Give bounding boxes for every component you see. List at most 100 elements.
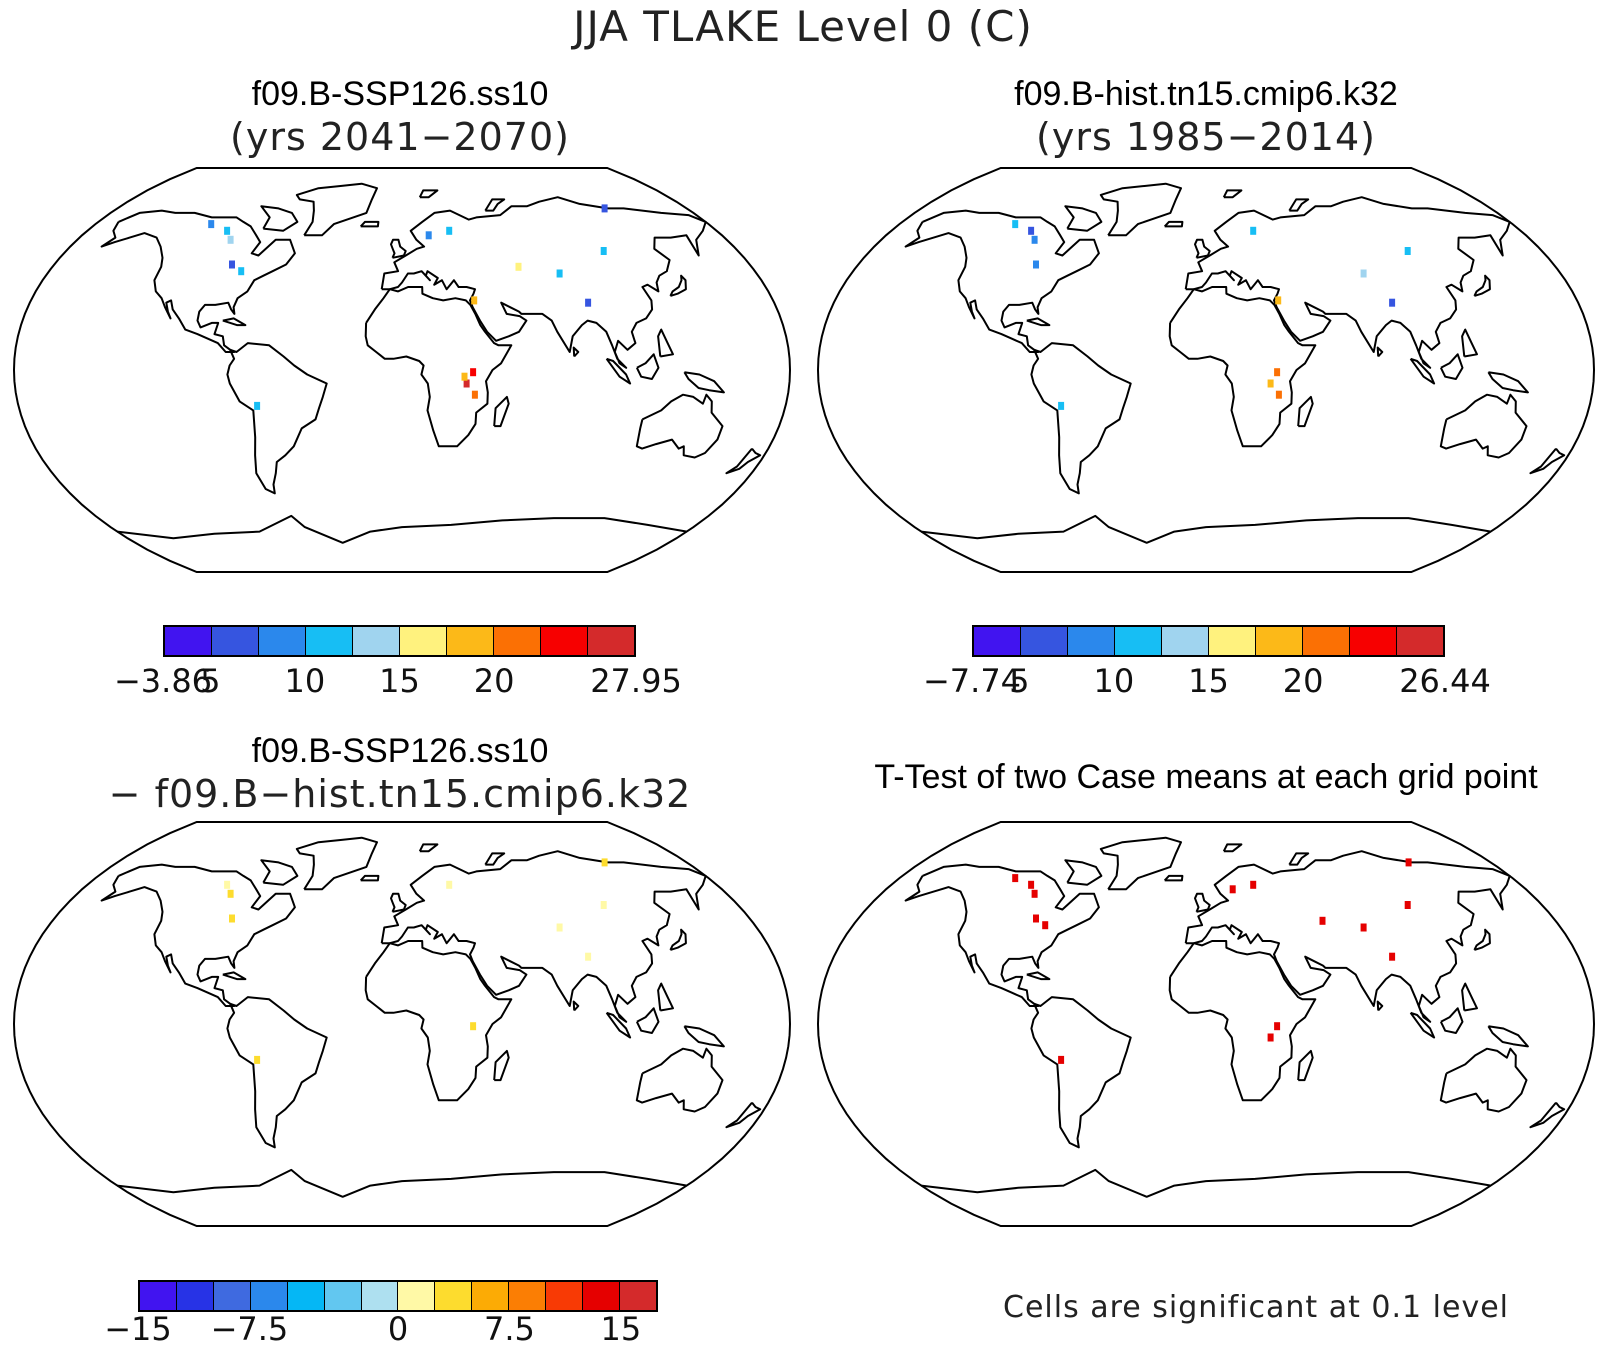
colorbar-swatch-8 <box>541 627 588 655</box>
lake-cell-14 <box>1058 1055 1065 1064</box>
lake-cell-1 <box>1267 1033 1274 1042</box>
lake-cell-0 <box>470 368 477 377</box>
coastline-madagascar <box>493 395 510 428</box>
coastline-iceland <box>359 874 380 882</box>
colorbar-swatch-7 <box>398 1282 436 1310</box>
colorbar-swatch-0 <box>165 627 212 655</box>
coastline-baffin <box>1064 205 1103 232</box>
coastline-borneo <box>1439 353 1464 380</box>
colorbar-tick-label: 0 <box>387 1310 409 1348</box>
colorbar-hist <box>972 625 1445 657</box>
colorbar-diff-ticks: −15 −7.5 0 7.5 15 <box>104 1310 658 1350</box>
panel-hist-title: f09.B-hist.tn15.cmip6.k32 <box>1014 75 1398 113</box>
lake-cell-11 <box>1404 901 1411 909</box>
colorbar-swatch-11 <box>546 1282 584 1310</box>
coastline-philippines <box>657 328 674 358</box>
coastline-japan <box>669 274 687 297</box>
figure-title: JJA TLAKE Level 0 (C) <box>573 2 1033 51</box>
coastline-japan <box>669 928 687 951</box>
panel-hist-subtitle: (yrs 1985−2014) <box>1036 115 1376 159</box>
coastline-madagascar <box>1297 1049 1314 1082</box>
colorbar-swatch-3 <box>306 627 353 655</box>
colorbar-tick-label: 20 <box>1282 662 1324 700</box>
colorbar-tick-label: 10 <box>1093 662 1135 700</box>
coastline-eurasia <box>380 850 707 1023</box>
lake-cell-6 <box>1042 921 1049 930</box>
lake-cell-7 <box>227 235 234 244</box>
lake-cell-9 <box>254 1055 261 1064</box>
colorbar-tick-label: 5 <box>200 662 221 700</box>
coastline-uk <box>390 238 407 259</box>
lake-cell-0 <box>1274 368 1281 377</box>
lake-cell-17 <box>254 401 261 410</box>
coastline-new-zealand <box>725 1101 762 1129</box>
colorbar-tick-label: 5 <box>1009 662 1030 700</box>
lake-cell-5 <box>224 226 231 235</box>
coastline-antarctica <box>116 514 688 544</box>
coastline-cuba <box>1026 971 1051 981</box>
coastline-antarctica <box>920 514 1492 544</box>
coastline-new-guinea <box>683 1025 725 1048</box>
coastline-cuba <box>222 317 247 327</box>
significance-note: Cells are significant at 0.1 level <box>1003 1290 1510 1325</box>
coastline-madagascar <box>1297 395 1314 428</box>
coastline-baffin <box>260 859 299 886</box>
colorbar-swatch-0 <box>140 1282 177 1310</box>
lake-cell-10 <box>1319 916 1326 925</box>
colorbar-swatch-7 <box>1303 627 1350 655</box>
coastline-sumatra <box>1409 357 1436 385</box>
coastline-africa <box>1168 286 1317 448</box>
coastline-sri-lanka <box>1376 346 1384 358</box>
coastline-uk <box>1194 238 1211 259</box>
coastline-sumatra <box>1409 1011 1436 1039</box>
colorbar-tick-label: −3.86 <box>113 662 213 700</box>
colorbar-ssp <box>163 625 636 657</box>
lake-cell-0 <box>470 1022 477 1031</box>
coastline-japan <box>1473 928 1491 951</box>
coastline-cuba <box>222 971 247 981</box>
colorbar-swatch-8 <box>1350 627 1397 655</box>
coastline-philippines <box>1461 328 1478 358</box>
lake-cell-9 <box>446 226 453 235</box>
colorbar-swatch-5 <box>400 627 447 655</box>
coastline-new-zealand <box>1529 1101 1566 1129</box>
coastline-borneo <box>635 1007 660 1034</box>
coastline-australia <box>635 1047 724 1113</box>
coastline-antarctica <box>920 1168 1492 1198</box>
colorbar-swatch-6 <box>1256 627 1303 655</box>
coastline-africa <box>364 940 513 1102</box>
colorbar-tick-label: 15 <box>379 662 420 700</box>
coastline-greenland <box>295 836 378 891</box>
coastline-svalbard <box>418 843 439 853</box>
coastline-south-america <box>226 996 328 1149</box>
colorbar-swatch-2 <box>259 627 306 655</box>
colorbar-swatch-7 <box>494 627 541 655</box>
coastline-svalbard <box>1222 843 1243 853</box>
lake-cell-9 <box>1360 269 1367 278</box>
coastline-sumatra <box>605 1011 632 1039</box>
colorbar-swatch-6 <box>447 627 494 655</box>
coastline-south-america <box>1030 996 1132 1149</box>
colorbar-swatch-3 <box>1115 627 1162 655</box>
map-boundary <box>816 167 1596 573</box>
lake-cell-1 <box>463 379 470 388</box>
coastline-philippines <box>1461 982 1478 1012</box>
coastline-africa <box>364 286 513 448</box>
lake-cell-2 <box>471 390 478 399</box>
coastline-eurasia <box>1184 196 1511 369</box>
lake-cell-14 <box>585 298 592 307</box>
colorbar-swatch-1 <box>1021 627 1068 655</box>
map-boundary <box>12 821 792 1227</box>
colorbar-swatch-0 <box>974 627 1021 655</box>
lake-cell-0 <box>1274 1022 1281 1031</box>
colorbar-ssp-ticks: −3.86 5 10 15 20 27.95 <box>114 662 682 702</box>
colorbar-swatch-5 <box>1209 627 1256 655</box>
colorbar-swatch-4 <box>353 627 400 655</box>
colorbar-swatch-6 <box>361 1282 399 1310</box>
lake-cell-6 <box>208 220 215 229</box>
coastline-sri-lanka <box>572 1000 580 1012</box>
coastline-australia <box>1439 393 1528 459</box>
panel-ssp-subtitle: (yrs 2041−2070) <box>230 115 570 159</box>
panel-diff-title: f09.B-SSP126.ss10 <box>251 732 549 770</box>
lake-cell-12 <box>1389 952 1396 961</box>
